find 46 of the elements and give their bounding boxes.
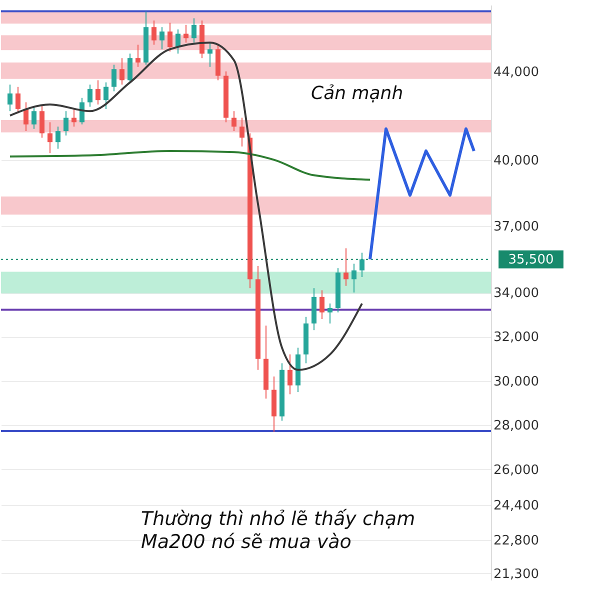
annotation: Cản mạnh <box>311 83 404 104</box>
candlestick <box>136 44 140 68</box>
ref-line-label: 35,500 <box>508 252 554 268</box>
candlestick <box>56 126 60 150</box>
y-tick-label: 28,000 <box>494 418 539 434</box>
candlestick <box>96 80 100 106</box>
candlestick <box>128 53 132 83</box>
line-series <box>368 127 476 261</box>
candlestick <box>16 86 20 114</box>
y-tick-label: 44,000 <box>494 64 539 80</box>
candlestick <box>192 18 196 44</box>
candlestick <box>328 303 332 324</box>
y-tick-label: 37,000 <box>494 220 539 235</box>
candlestick <box>32 106 36 130</box>
candlestick <box>288 354 292 395</box>
candlestick <box>232 110 236 132</box>
candlestick <box>184 24 188 44</box>
candlestick <box>360 252 364 278</box>
y-tick-label: 34,000 <box>494 286 539 301</box>
candlestick <box>120 58 124 86</box>
candlestick <box>64 110 68 136</box>
candlestick <box>240 117 244 148</box>
candlestick <box>344 248 348 286</box>
candlestick <box>72 108 76 128</box>
annotation: Thường thì nhỏ lẽ thấy chạm Ma200 nó sẽ mua vào <box>141 508 416 553</box>
candlestick <box>168 22 172 52</box>
candlestick <box>208 42 212 68</box>
candlestick <box>160 26 164 50</box>
candlestick <box>24 102 28 132</box>
candlestick <box>8 84 12 112</box>
candlestick <box>112 64 116 92</box>
y-tick-label: 24,400 <box>494 498 539 514</box>
candlestick <box>152 20 156 46</box>
candlestick <box>40 104 44 138</box>
y-tick-label: 30,000 <box>494 374 539 390</box>
y-tick-label: 21,300 <box>494 566 539 582</box>
candlestick <box>48 122 52 154</box>
y-tick-label: 32,000 <box>494 330 539 346</box>
candlestick <box>320 290 324 320</box>
y-tick-label: 40,000 <box>494 153 539 168</box>
candlestick <box>104 82 108 110</box>
candlestick <box>352 263 356 293</box>
y-tick-label: 22,800 <box>494 534 539 549</box>
line-series <box>9 150 371 181</box>
candlestick <box>88 84 92 108</box>
y-tick-label: 26,000 <box>494 462 539 478</box>
